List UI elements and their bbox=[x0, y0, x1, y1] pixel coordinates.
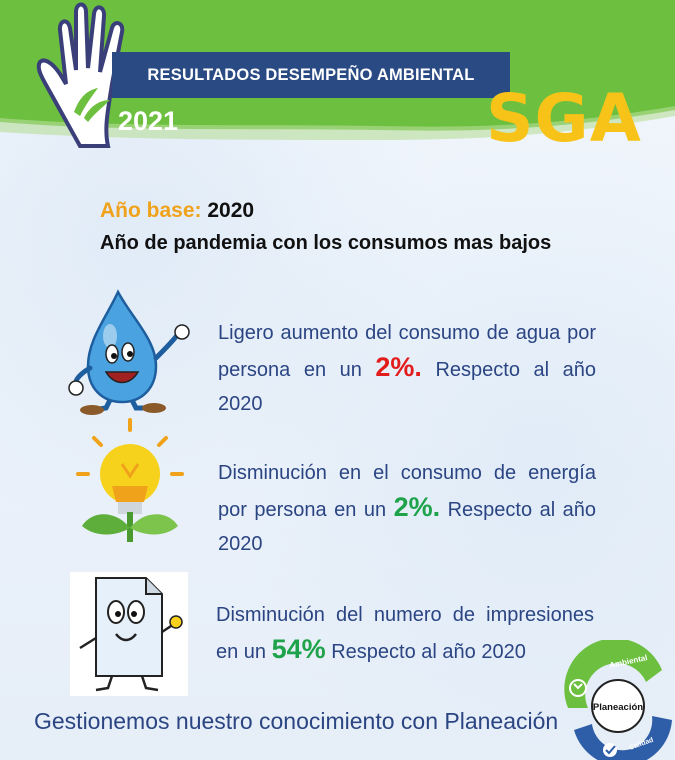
report-year: 2021 bbox=[118, 106, 179, 136]
base-year-value: 2020 bbox=[207, 199, 255, 222]
water-item-percent: 2%. bbox=[375, 352, 422, 382]
pandemic-note: Año de pandemia con los consumos mas baj… bbox=[100, 232, 552, 254]
footer-slogan: Gestionemos nuestro conocimiento con Pla… bbox=[34, 708, 559, 734]
hand-logo-icon bbox=[36, 2, 125, 148]
water-drop-icon bbox=[68, 289, 190, 415]
base-year-line: Año base: 2020 bbox=[100, 199, 254, 223]
print-item-text: Disminución del numero de impresiones en… bbox=[216, 598, 594, 669]
print-item-before: Disminución del numero de impresiones en… bbox=[216, 604, 594, 663]
check-icon bbox=[603, 743, 617, 757]
print-item-after: Respecto al año 2020 bbox=[331, 641, 526, 663]
recycle-icon bbox=[569, 679, 587, 697]
planeacion-logo: Planeación Ambiental Calidad bbox=[564, 640, 672, 760]
print-item-percent: 54% bbox=[271, 634, 326, 664]
energy-item-percent: 2%. bbox=[393, 492, 441, 522]
water-item-before: Ligero aumento del consumo de agua por p… bbox=[218, 322, 596, 381]
energy-item-after: Respecto al año 2020 bbox=[218, 499, 596, 555]
paper-sheet-icon bbox=[70, 572, 188, 696]
water-item-text: Ligero aumento del consumo de agua por p… bbox=[218, 316, 596, 421]
report-title: RESULTADOS DESEMPEÑO AMBIENTAL bbox=[112, 52, 510, 98]
water-item-after: Respecto al año 2020 bbox=[218, 359, 596, 415]
lightbulb-plant-icon bbox=[76, 418, 184, 542]
energy-item-text: Disminución en el consumo de energía por… bbox=[218, 456, 596, 561]
energy-item-before: Disminución en el consumo de energía por… bbox=[218, 462, 596, 521]
brand-sga: SGA bbox=[486, 80, 642, 157]
logo-center-text: Planeación bbox=[593, 702, 643, 713]
base-year-label: Año base: bbox=[100, 199, 202, 222]
